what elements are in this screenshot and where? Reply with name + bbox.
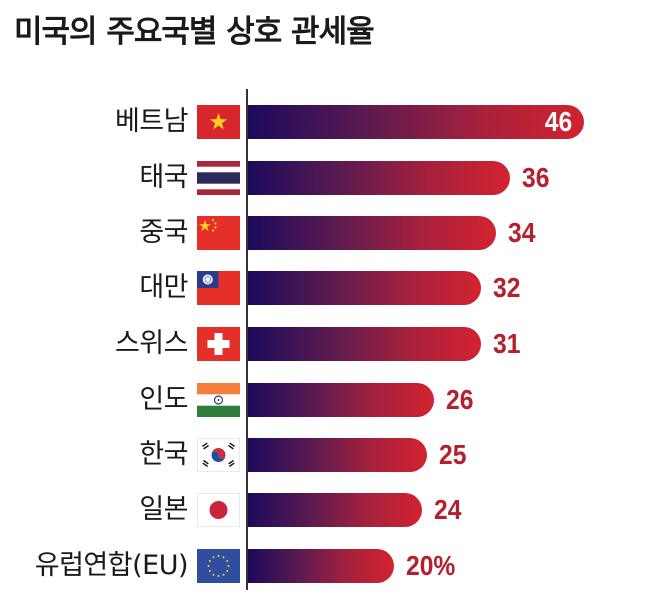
india-flag-icon <box>197 383 240 417</box>
taiwan-flag-icon <box>197 271 240 305</box>
japan-flag-icon <box>197 493 240 527</box>
bar <box>248 271 481 305</box>
bar <box>248 161 510 195</box>
value-label: 34 <box>508 217 536 248</box>
eu-flag-icon <box>197 549 240 583</box>
bar-row: 유럽연합(EU) 20% <box>0 548 658 584</box>
category-label: 유럽연합(EU) <box>34 550 189 581</box>
category-label: 태국 <box>139 162 188 193</box>
category-label: 일본 <box>139 494 188 525</box>
category-label: 인도 <box>139 384 188 415</box>
bar-row: 베트남 46 <box>0 104 658 140</box>
value-label: 24 <box>434 494 462 525</box>
bar-row: 스위스 31 <box>0 326 658 362</box>
value-label: 36 <box>522 162 550 193</box>
china-flag-icon <box>197 216 240 250</box>
korea-flag-icon <box>197 438 240 472</box>
bar-row: 중국 34 <box>0 215 658 251</box>
value-label: 46 <box>544 106 572 137</box>
bar <box>248 493 422 527</box>
value-label: 20% <box>406 550 456 581</box>
bar-row: 일본 24 <box>0 492 658 528</box>
bar <box>248 438 427 472</box>
value-label: 31 <box>493 328 521 359</box>
category-label: 스위스 <box>114 328 189 359</box>
bar <box>248 549 394 583</box>
category-label: 대만 <box>139 272 188 303</box>
category-label: 베트남 <box>114 106 189 137</box>
bar-row: 태국 36 <box>0 160 658 196</box>
bar <box>248 327 481 361</box>
thailand-flag-icon <box>197 161 240 195</box>
category-label: 중국 <box>139 217 188 248</box>
bar-row: 대만 32 <box>0 270 658 306</box>
bar <box>248 105 584 139</box>
value-label: 25 <box>439 439 467 470</box>
bar <box>248 383 434 417</box>
bar-row: 인도 26 <box>0 382 658 418</box>
vietnam-flag-icon <box>197 105 240 139</box>
value-label: 26 <box>446 384 474 415</box>
bar <box>248 216 496 250</box>
value-label: 32 <box>493 272 521 303</box>
switzerland-flag-icon <box>197 327 240 361</box>
bar-row: 한국 25 <box>0 437 658 473</box>
category-label: 한국 <box>139 439 188 470</box>
y-axis-line <box>246 89 248 590</box>
chart-title: 미국의 주요국별 상호 관세율 <box>14 14 375 50</box>
